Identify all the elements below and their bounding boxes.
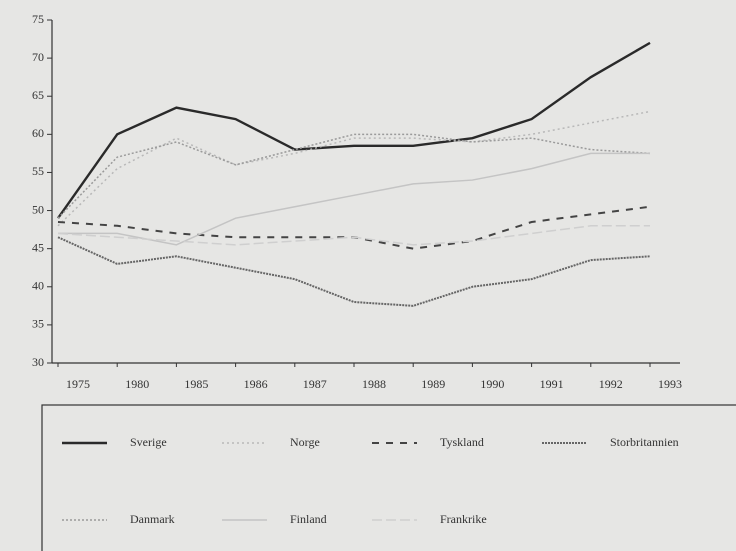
legend-label: Finland: [290, 512, 327, 526]
legend-label: Danmark: [130, 512, 175, 526]
series-line: [57, 205, 651, 250]
x-tick-label: 1988: [362, 377, 386, 391]
y-tick-label: 30: [32, 355, 44, 369]
y-tick-label: 70: [32, 50, 44, 64]
y-tick-label: 40: [32, 279, 44, 293]
x-tick-label: 1975: [66, 377, 90, 391]
x-tick-label: 1990: [480, 377, 504, 391]
series-line: [57, 225, 650, 246]
legend-label: Sverige: [130, 435, 167, 449]
legend-label: Storbritannien: [610, 435, 679, 449]
series-line: [57, 133, 651, 219]
series-line: [57, 236, 651, 307]
x-tick-label: 1987: [303, 377, 327, 391]
series-line: [58, 152, 650, 246]
x-tick-label: 1985: [184, 377, 208, 391]
y-tick-label: 65: [32, 88, 44, 102]
series-line: [57, 41, 651, 219]
legend-label: Norge: [290, 435, 320, 449]
x-tick-label: 1992: [599, 377, 623, 391]
y-tick-label: 35: [32, 317, 44, 331]
y-tick-label: 75: [32, 12, 44, 26]
legend-box: [41, 404, 736, 551]
y-tick-label: 50: [32, 202, 44, 216]
x-tick-label: 1980: [125, 377, 149, 391]
y-tick-label: 60: [32, 126, 44, 140]
legend-label: Frankrike: [440, 512, 487, 526]
x-tick-label: 1991: [540, 377, 564, 391]
x-tick-label: 1986: [244, 377, 268, 391]
x-tick-label: 1989: [421, 377, 445, 391]
x-tick-label: 1993: [658, 377, 682, 391]
series-line: [57, 110, 651, 227]
y-tick-label: 45: [32, 240, 44, 254]
y-tick-label: 55: [32, 164, 44, 178]
legend-label: Tyskland: [440, 435, 484, 449]
